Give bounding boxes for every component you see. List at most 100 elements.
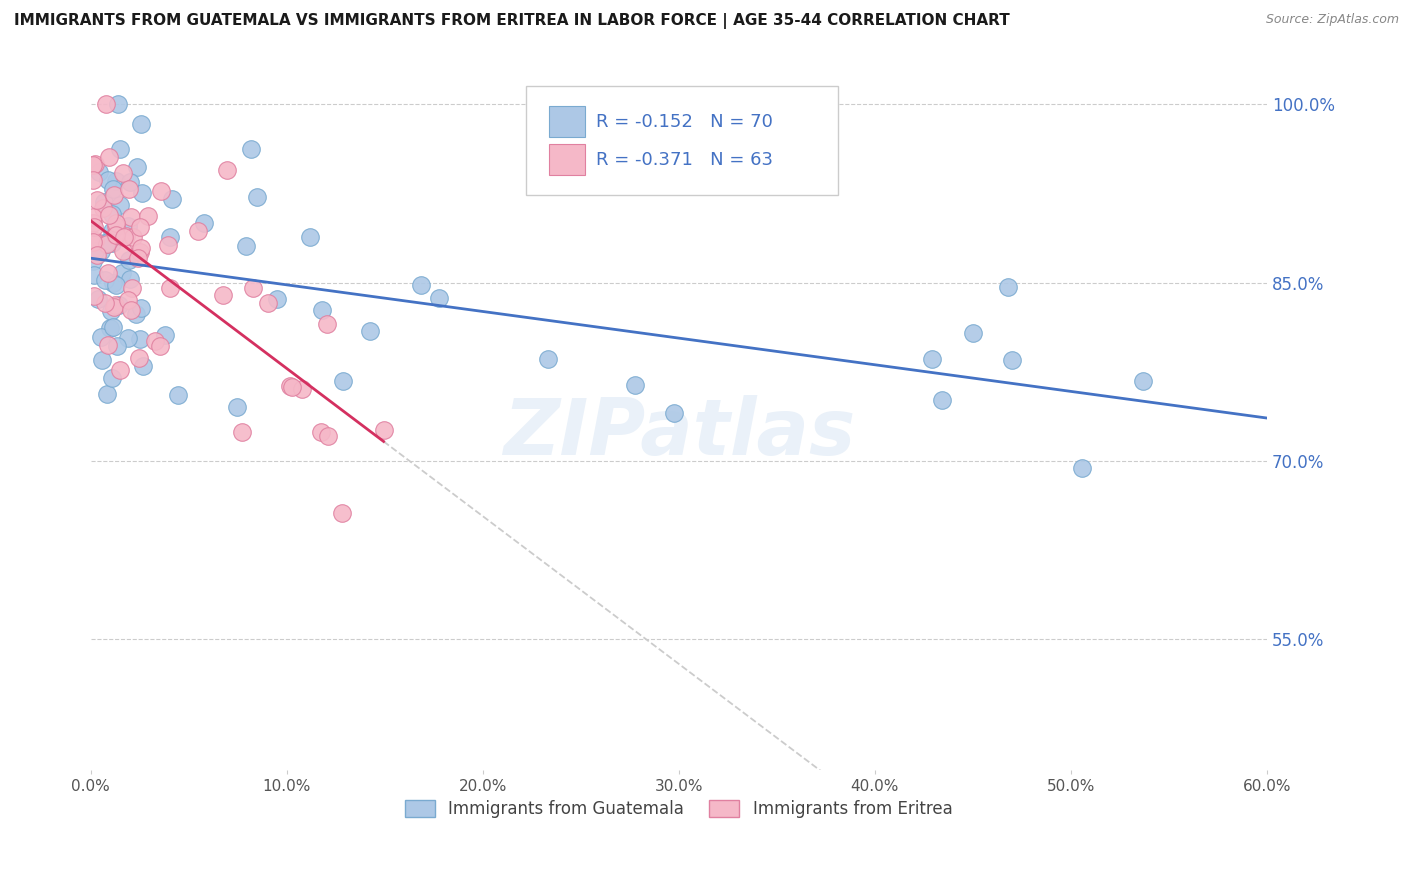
Point (87, 292, 110, 306)
Point (150, 185, 173, 199)
Point (120, 303, 142, 318)
Point (105, 219, 128, 233)
Point (101, 235, 124, 250)
Legend: Immigrants from Guatemala, Immigrants from Eritrea: Immigrants from Guatemala, Immigrants fr… (398, 793, 959, 825)
Point (82, 254, 104, 268)
Point (97, 173, 120, 187)
Point (101, 320, 124, 334)
Point (332, 374, 354, 388)
Point (231, 425, 253, 440)
Point (91, 201, 114, 215)
Point (82, 216, 104, 230)
Point (114, 229, 136, 244)
Point (235, 238, 257, 252)
Point (239, 142, 262, 156)
Point (143, 334, 166, 348)
Point (136, 210, 159, 224)
Point (217, 163, 239, 178)
Point (93, 194, 115, 209)
Point (90, 244, 112, 259)
Point (256, 295, 278, 310)
Point (105, 227, 128, 242)
Text: ZIPatlas: ZIPatlas (502, 395, 855, 471)
Point (921, 352, 943, 367)
Point (103, 301, 125, 315)
Point (94, 97, 117, 112)
Point (90, 352, 112, 367)
Point (193, 216, 215, 230)
Point (118, 253, 141, 268)
Point (131, 186, 153, 200)
Point (311, 425, 333, 439)
Point (110, 142, 132, 156)
Point (83, 234, 105, 248)
Bar (550, 144, 585, 175)
Point (118, 175, 141, 189)
Point (105, 277, 128, 292)
Point (84, 156, 107, 170)
Point (931, 392, 953, 407)
Point (86, 248, 108, 262)
Point (427, 291, 450, 305)
Point (90, 330, 112, 344)
Point (111, 244, 134, 258)
Point (537, 351, 560, 366)
Point (84, 244, 107, 259)
Point (82, 211, 104, 225)
Point (129, 332, 152, 346)
Point (159, 230, 181, 244)
Point (94, 237, 117, 252)
Point (298, 230, 321, 244)
Point (129, 117, 152, 131)
Point (105, 174, 128, 188)
Point (128, 351, 150, 365)
FancyBboxPatch shape (526, 86, 838, 194)
Point (127, 251, 149, 265)
Point (278, 378, 301, 392)
Point (83, 219, 105, 234)
Point (98, 150, 121, 164)
Point (82, 158, 104, 172)
Point (83, 289, 105, 303)
Point (212, 288, 235, 302)
Point (316, 429, 339, 443)
Point (83, 268, 105, 283)
Point (110, 197, 132, 211)
Point (110, 363, 132, 377)
Point (104, 216, 127, 230)
Point (373, 424, 395, 438)
Point (87, 165, 110, 179)
Point (291, 382, 314, 396)
Point (997, 279, 1019, 293)
Point (103, 187, 125, 202)
Point (94, 236, 117, 251)
Point (1132, 375, 1154, 389)
Text: Source: ZipAtlas.com: Source: ZipAtlas.com (1265, 13, 1399, 27)
Point (98, 320, 121, 334)
Point (121, 210, 143, 224)
Point (127, 160, 149, 174)
Point (311, 302, 333, 317)
Point (82, 172, 104, 186)
Point (125, 307, 148, 321)
Point (359, 324, 381, 338)
Point (624, 377, 647, 392)
Point (129, 245, 152, 260)
Point (96, 236, 118, 251)
Point (149, 338, 172, 352)
Point (121, 281, 143, 295)
Point (128, 220, 150, 235)
Point (96, 387, 118, 401)
Point (94, 273, 117, 287)
Text: R = -0.371   N = 63: R = -0.371 N = 63 (596, 151, 773, 169)
Point (129, 301, 152, 316)
Point (101, 207, 124, 221)
Point (246, 190, 269, 204)
Point (153, 328, 176, 343)
Text: IMMIGRANTS FROM GUATEMALA VS IMMIGRANTS FROM ERITREA IN LABOR FORCE | AGE 35-44 : IMMIGRANTS FROM GUATEMALA VS IMMIGRANTS … (14, 13, 1010, 29)
Point (132, 359, 155, 373)
Point (108, 298, 131, 312)
Point (112, 229, 135, 244)
Point (242, 281, 264, 295)
Point (120, 272, 142, 286)
